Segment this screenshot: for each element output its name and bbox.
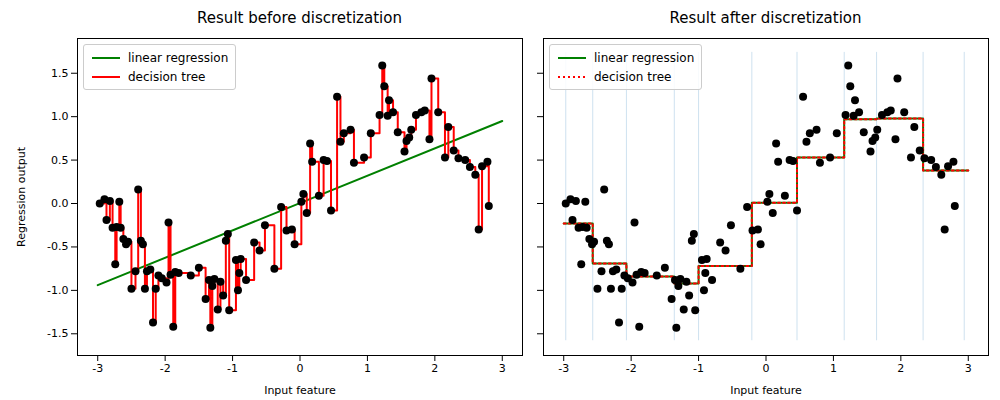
svg-text:0: 0 (763, 362, 770, 375)
svg-text:3: 3 (965, 362, 972, 375)
html-text:linear regression: linear regression (594, 50, 695, 65)
svg-text:0: 0 (297, 362, 304, 375)
svg-text:-0.5: -0.5 (47, 240, 68, 253)
svg-text:Regression output: Regression output (15, 146, 28, 247)
svg-text:1: 1 (364, 362, 371, 375)
svg-text:Input feature: Input feature (264, 384, 336, 397)
html-text:Result after discretization: Result after discretization (669, 9, 862, 27)
svg-text:3: 3 (499, 362, 506, 375)
svg-text:1.0: 1.0 (51, 110, 69, 123)
svg-text:-1.5: -1.5 (47, 327, 68, 340)
svg-text:-2: -2 (626, 362, 637, 375)
svg-text:-1: -1 (693, 362, 704, 375)
html-text:linear regression: linear regression (128, 50, 229, 65)
svg-text:1: 1 (830, 362, 837, 375)
svg-text:-1.0: -1.0 (47, 284, 68, 297)
svg-text:Input feature: Input feature (730, 384, 802, 397)
svg-text:-3: -3 (558, 362, 569, 375)
html-text:decision tree: decision tree (594, 69, 672, 84)
html-text:decision tree: decision tree (128, 69, 206, 84)
svg-text:-2: -2 (160, 362, 171, 375)
svg-text:-1: -1 (227, 362, 238, 375)
svg-text:0.5: 0.5 (51, 154, 69, 167)
html-text:Result before discretization: Result before discretization (197, 9, 402, 27)
svg-text:-3: -3 (92, 362, 103, 375)
svg-text:2: 2 (897, 362, 904, 375)
svg-text:2: 2 (431, 362, 438, 375)
svg-text:1.5: 1.5 (51, 67, 69, 80)
svg-text:0.0: 0.0 (51, 197, 69, 210)
